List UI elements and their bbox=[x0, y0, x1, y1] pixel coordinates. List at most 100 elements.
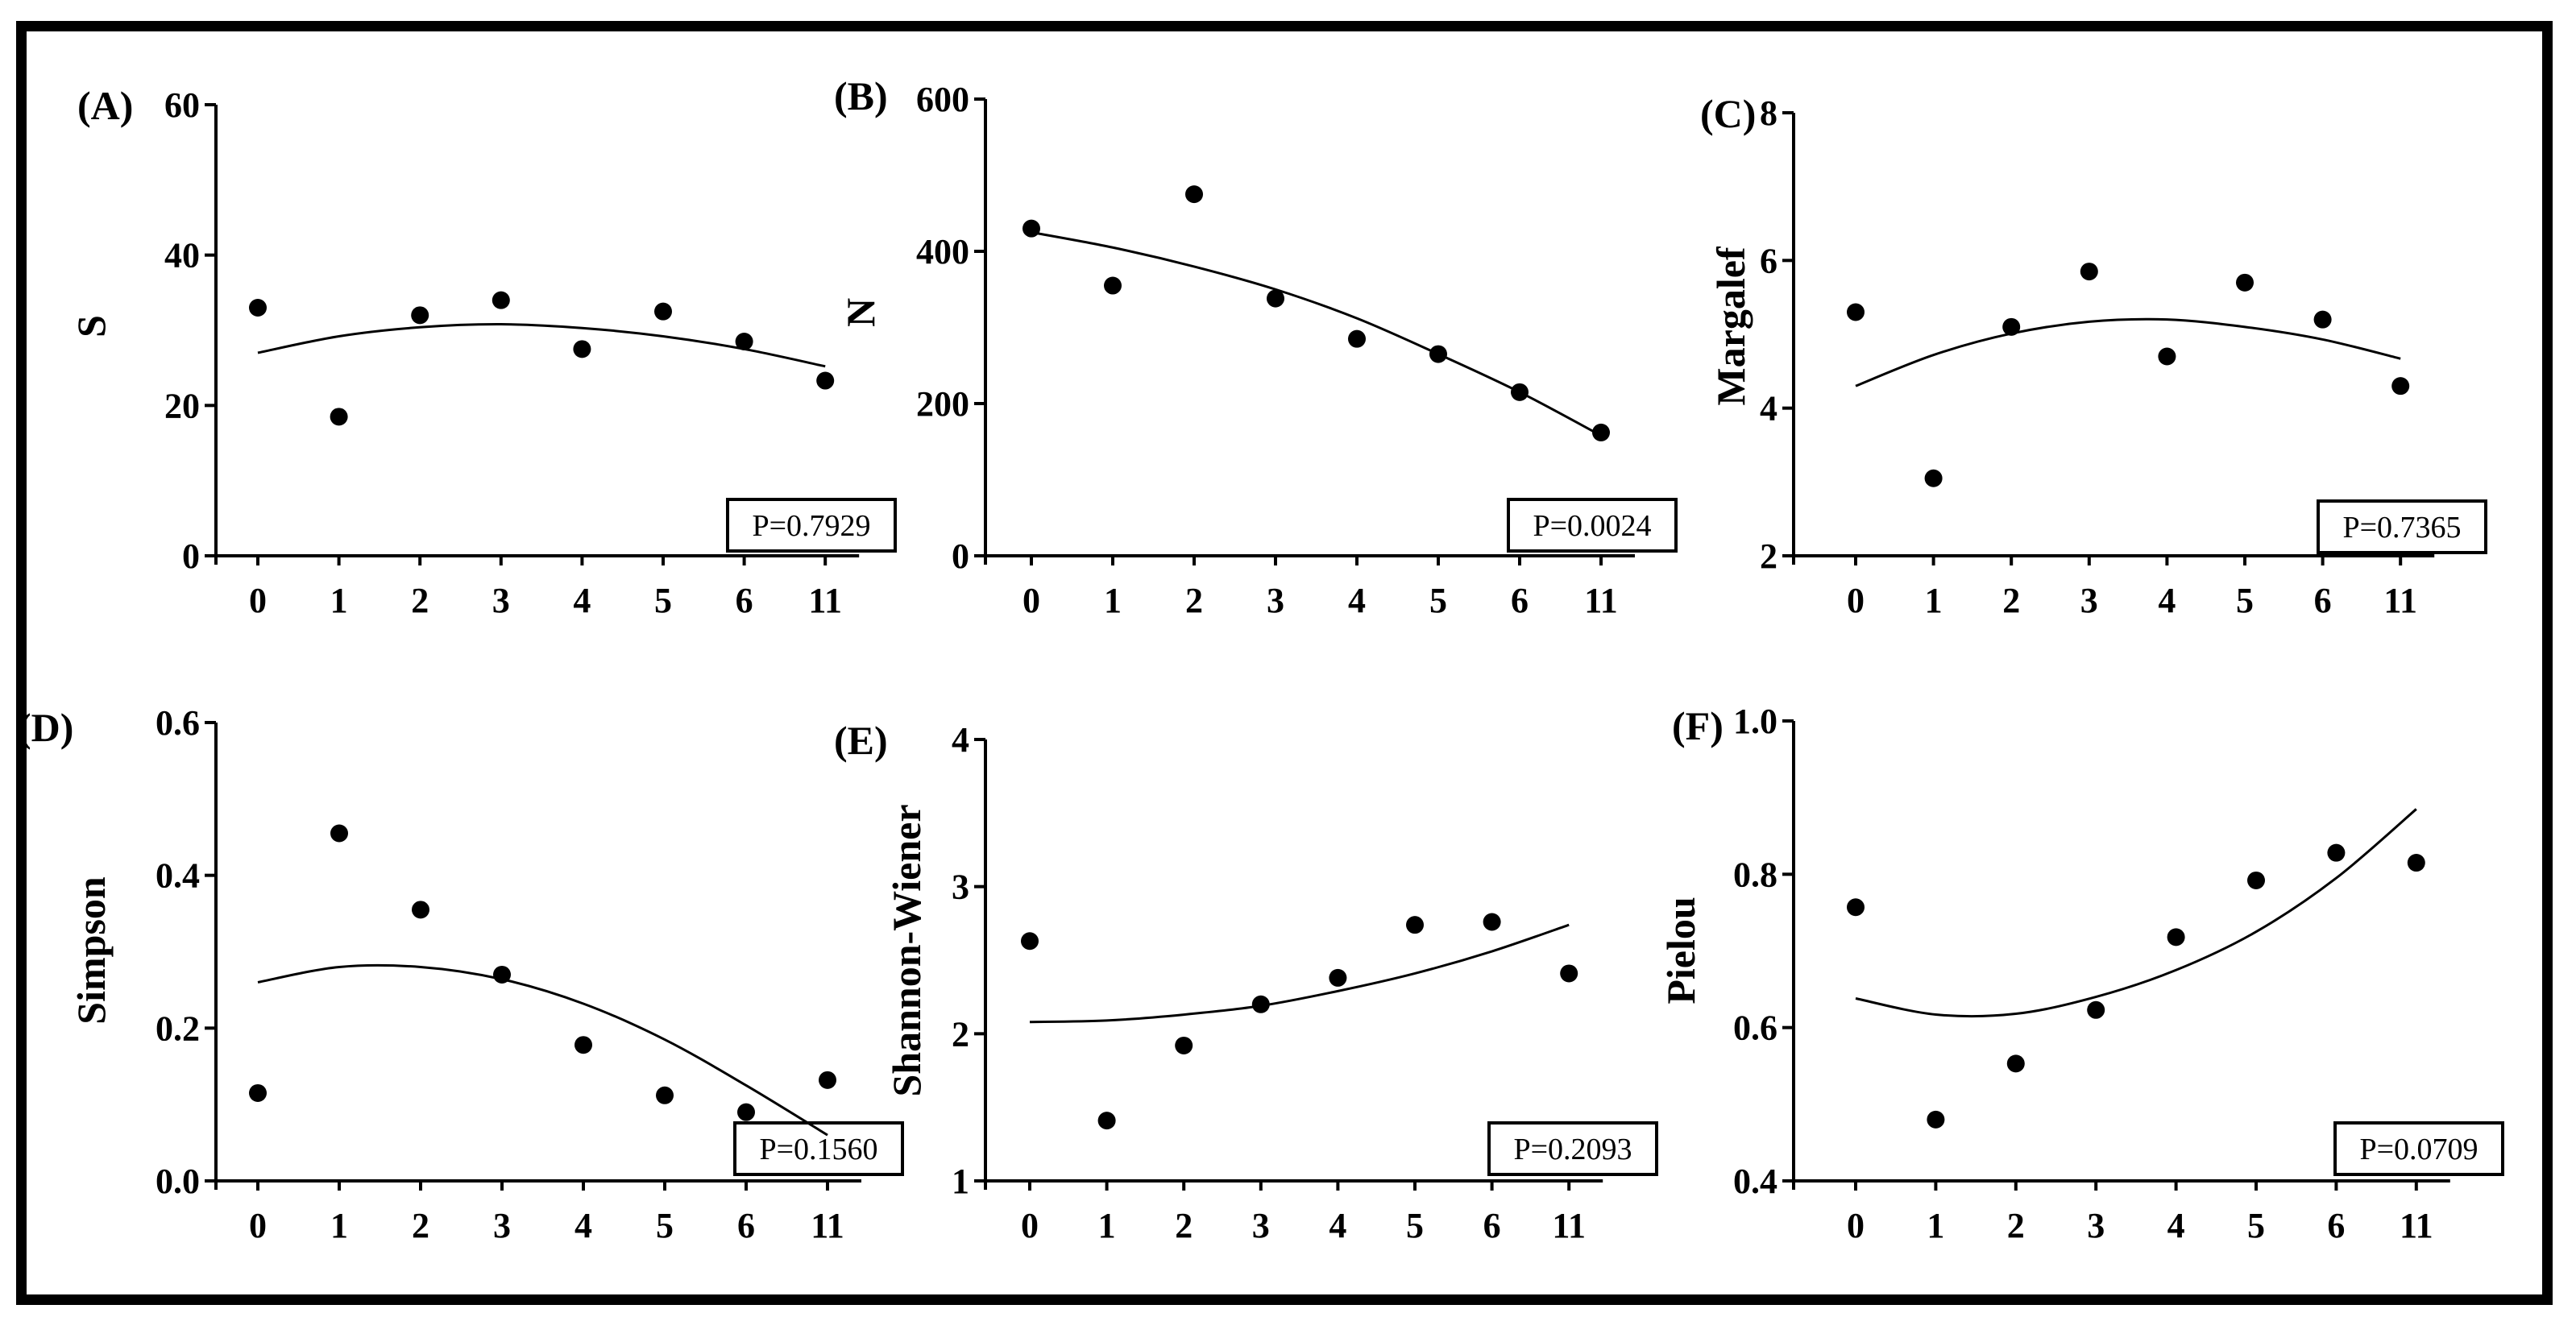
fit-curve bbox=[1855, 317, 2401, 387]
data-point bbox=[1927, 1110, 1945, 1129]
y-tick-label: 0.4 bbox=[156, 856, 200, 896]
data-point bbox=[2158, 347, 2176, 366]
fit-curve bbox=[257, 963, 828, 1137]
p-value-box bbox=[2333, 1121, 2504, 1176]
x-tick-label: 0 bbox=[1021, 1206, 1039, 1245]
x-tick-label: 1 bbox=[1925, 581, 1943, 620]
p-value-box bbox=[726, 498, 897, 553]
x-tick-label: 3 bbox=[2080, 581, 2098, 620]
x-tick-label: 1 bbox=[1927, 1206, 1944, 1245]
data-point bbox=[2002, 317, 2021, 336]
panel-b: 0 200 400 600 0 1 2 3 4 5 6 11 N (B) P=0.0024 bbox=[834, 73, 1678, 620]
x-tick-label: 2 bbox=[2007, 1206, 2025, 1245]
x-tick-label: 2 bbox=[1175, 1206, 1193, 1245]
p-value-box bbox=[1507, 498, 1678, 553]
data-point bbox=[2391, 377, 2410, 396]
data-point bbox=[2327, 843, 2346, 862]
data-point bbox=[1104, 276, 1122, 295]
x-tick-label: 1 bbox=[1098, 1206, 1116, 1245]
x-tick-label: 11 bbox=[808, 581, 842, 620]
data-point bbox=[493, 965, 511, 984]
panel-label: (C) bbox=[1700, 91, 1756, 136]
panel-label: (E) bbox=[834, 718, 888, 763]
x-tick-label: 1 bbox=[1104, 581, 1122, 620]
x-tick-label: 0 bbox=[249, 1206, 267, 1245]
x-tick-label: 2 bbox=[1185, 581, 1203, 620]
panel-c: 2 4 6 8 0 1 2 3 4 5 6 11 Margalef (C) P=0.7365 bbox=[1700, 91, 2487, 620]
y-axis-title: S bbox=[68, 315, 114, 338]
data-point bbox=[1429, 345, 1447, 363]
x-tick-label: 11 bbox=[1552, 1206, 1586, 1245]
p-value-box bbox=[2317, 499, 2487, 554]
x-tick-label: 6 bbox=[737, 1206, 755, 1245]
y-tick-label: 200 bbox=[916, 384, 969, 424]
p-value-box bbox=[733, 1121, 904, 1176]
x-tick-label: 6 bbox=[2314, 581, 2332, 620]
x-tick-label: 1 bbox=[330, 1206, 348, 1245]
x-tick-label: 0 bbox=[1847, 581, 1865, 620]
x-tick-label: 4 bbox=[1348, 581, 1366, 620]
y-tick-label: 6 bbox=[1760, 241, 1777, 280]
data-point bbox=[1021, 932, 1039, 951]
y-axis-title: N bbox=[838, 298, 883, 327]
y-tick-label: 0.8 bbox=[1733, 855, 1777, 894]
data-point bbox=[2087, 1000, 2105, 1019]
p-value-text: P=0.2093 bbox=[1513, 1133, 1632, 1166]
x-tick-label: 3 bbox=[1267, 581, 1284, 620]
x-tick-label: 5 bbox=[656, 1206, 674, 1245]
y-tick-label: 0.6 bbox=[156, 703, 200, 743]
x-tick-label: 3 bbox=[2087, 1206, 2105, 1245]
data-point bbox=[1924, 469, 1943, 487]
y-tick-label: 2 bbox=[1760, 536, 1777, 576]
y-tick-label: 40 bbox=[164, 236, 200, 275]
y-tick-label: 8 bbox=[1760, 93, 1777, 133]
x-tick-label: 4 bbox=[2167, 1206, 2185, 1245]
data-point bbox=[2006, 1054, 2025, 1073]
data-point bbox=[654, 302, 672, 321]
x-tick-label: 0 bbox=[1847, 1206, 1865, 1245]
y-tick-label: 0 bbox=[182, 536, 200, 576]
y-tick-label: 0.0 bbox=[156, 1162, 200, 1201]
data-point bbox=[1511, 383, 1529, 401]
y-tick-label: 0.4 bbox=[1733, 1162, 1777, 1201]
data-point bbox=[412, 901, 429, 919]
x-tick-label: 6 bbox=[1511, 581, 1529, 620]
panel-label: (F) bbox=[1672, 703, 1724, 748]
data-point bbox=[330, 408, 348, 426]
data-point bbox=[573, 340, 591, 358]
data-point bbox=[1847, 898, 1865, 917]
x-tick-label: 4 bbox=[573, 581, 591, 620]
x-tick-label: 2 bbox=[411, 581, 429, 620]
p-value-text: P=0.0709 bbox=[2359, 1133, 2478, 1166]
data-point bbox=[2080, 263, 2098, 281]
data-point bbox=[735, 333, 753, 350]
data-point bbox=[1483, 913, 1501, 931]
y-axis-title: Pielou bbox=[1658, 897, 1703, 1004]
y-axis-title: Margalef bbox=[1708, 246, 1753, 405]
data-point bbox=[330, 824, 348, 843]
fit-curve bbox=[1029, 923, 1570, 1024]
data-point bbox=[411, 306, 429, 325]
data-point bbox=[816, 371, 835, 390]
y-tick-label: 0.6 bbox=[1733, 1009, 1777, 1048]
data-point bbox=[2313, 310, 2332, 329]
panel-label: (B) bbox=[834, 73, 888, 118]
x-tick-label: 0 bbox=[1023, 581, 1040, 620]
y-axis-title: Simpson bbox=[68, 876, 114, 1025]
y-tick-label: 0 bbox=[952, 536, 969, 576]
x-tick-label: 4 bbox=[1329, 1206, 1346, 1245]
panel-label: (D) bbox=[18, 705, 73, 750]
data-point bbox=[1185, 185, 1203, 204]
p-value-box bbox=[1487, 1121, 1658, 1176]
fit-curve bbox=[257, 323, 826, 368]
data-point bbox=[2236, 273, 2254, 292]
fit-curve bbox=[1855, 808, 2417, 1018]
x-tick-label: 6 bbox=[1483, 1206, 1501, 1245]
data-point bbox=[1847, 303, 1865, 321]
y-tick-label: 4 bbox=[1760, 389, 1777, 429]
x-tick-label: 11 bbox=[1584, 581, 1618, 620]
x-tick-label: 5 bbox=[654, 581, 672, 620]
data-point bbox=[1348, 329, 1366, 348]
x-tick-label: 5 bbox=[2236, 581, 2254, 620]
